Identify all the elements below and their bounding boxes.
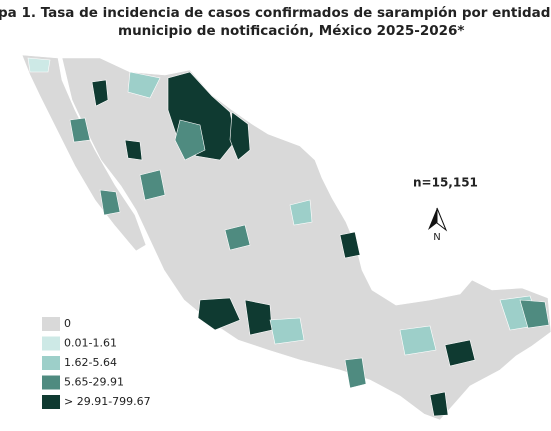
legend-label: 5.65-29.91 (64, 376, 124, 389)
north-arrow (428, 207, 448, 232)
legend-swatch (42, 336, 60, 351)
region (139, 169, 166, 201)
region (269, 317, 305, 345)
legend-label: 1.62-5.64 (64, 356, 117, 369)
region (429, 391, 449, 417)
legend-swatch (42, 395, 60, 409)
region (197, 297, 241, 331)
region (174, 119, 206, 161)
region (519, 299, 550, 329)
region (229, 111, 251, 161)
legend-swatch (42, 375, 60, 390)
region (69, 117, 91, 143)
region (339, 231, 361, 259)
legend: 0 0.01-1.61 1.62-5.64 5.65-29.91 > 29.91-799… (42, 317, 151, 409)
title-line: pa 1. Tasa de incidencia de casos confir… (0, 5, 551, 21)
annotation: n=15,151 (413, 176, 478, 190)
region (399, 325, 437, 356)
region (444, 339, 476, 367)
region (244, 299, 273, 336)
region (127, 71, 161, 99)
region (27, 57, 51, 73)
mexico-map (21, 54, 551, 421)
title-line: municipio de notificación, México 2025-2… (118, 23, 464, 39)
north-label: N (433, 232, 440, 243)
legend-swatch (42, 317, 60, 331)
region (99, 189, 121, 216)
legend-swatch (42, 356, 60, 370)
region (91, 79, 109, 107)
legend-label: 0.01-1.61 (64, 337, 117, 350)
region (289, 199, 313, 226)
legend-label: 0 (64, 317, 71, 330)
region (224, 224, 251, 251)
legend-label: > 29.91-799.67 (64, 395, 151, 408)
region (344, 357, 367, 389)
region (124, 139, 143, 161)
